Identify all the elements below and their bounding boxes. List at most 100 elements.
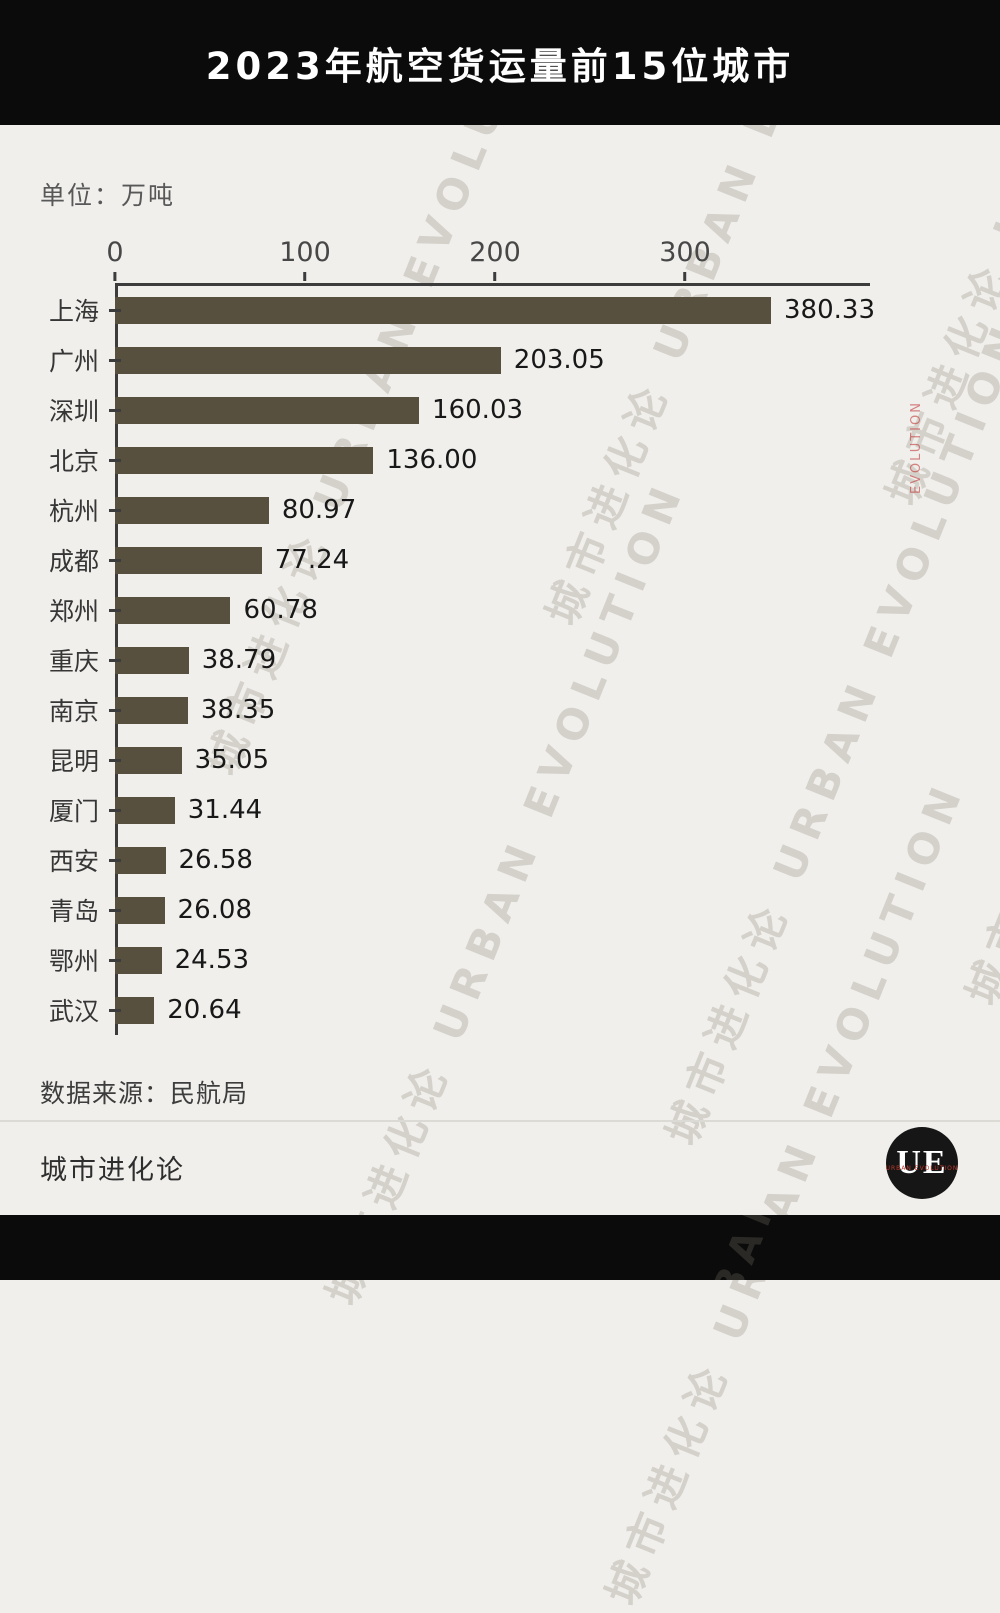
value-label: 80.97 (281, 495, 357, 525)
chart-row: 厦门 31.44 (49, 785, 875, 835)
y-axis-tick-mark (109, 858, 121, 862)
value-label: 203.05 (513, 345, 605, 375)
logo-ue-text: UE (896, 1144, 948, 1181)
x-axis-tick: 300 (659, 237, 711, 281)
brand-logo: UE URBAN EVOLUTION (886, 1127, 958, 1199)
chart-row: 青岛 26.08 (49, 885, 875, 935)
y-axis-tick-mark (109, 708, 121, 712)
watermark-text-dark: 城市进化论 URBAN EVOLUTION (564, 1215, 930, 1280)
bar (115, 696, 188, 724)
chart-row: 深圳 160.03 (49, 385, 875, 435)
x-axis-tick-mark (303, 272, 307, 281)
bar (115, 946, 162, 974)
value-label: 160.03 (432, 395, 524, 425)
value-label: 380.33 (784, 295, 875, 325)
x-axis-tick: 200 (469, 237, 521, 281)
value-label: 136.00 (386, 445, 478, 475)
bar-chart: 0 100 200 300 上海 380.33 广州 203.05 深圳 160.03 北京 136… (49, 237, 875, 1035)
chart-rows: 上海 380.33 广州 203.05 深圳 160.03 北京 136.00 杭州 80.97 成… (49, 283, 875, 1035)
bar (115, 446, 374, 474)
bar (115, 746, 182, 774)
value-label: 38.35 (200, 695, 276, 725)
y-axis-tick-mark (109, 508, 121, 512)
bar (115, 646, 189, 674)
y-axis-tick-mark (109, 758, 121, 762)
x-axis-ticks: 0 100 200 300 (106, 233, 870, 281)
category-label: 昆明 (48, 747, 99, 776)
unit-label: 单位：万吨 (40, 181, 176, 210)
header: 2023年航空货运量前15位城市 (0, 0, 1000, 125)
chart-row: 北京 136.00 (49, 435, 875, 485)
brand-label: 城市进化论 (40, 1155, 185, 1186)
category-label: 武汉 (48, 997, 99, 1026)
watermark-red-text: EVOLUTION (908, 401, 924, 494)
value-label: 77.24 (274, 545, 350, 575)
x-axis-tick-label: 0 (106, 237, 124, 268)
category-label: 厦门 (48, 797, 99, 826)
chart-row: 广州 203.05 (49, 335, 875, 385)
category-label: 郑州 (48, 597, 99, 626)
x-axis-tick-mark (683, 272, 687, 281)
chart-row: 南京 38.35 (49, 685, 875, 735)
chart-row: 杭州 80.97 (49, 485, 875, 535)
data-source-label: 数据来源：民航局 (40, 1079, 249, 1108)
x-axis-tick-label: 100 (279, 237, 331, 268)
value-label: 31.44 (187, 795, 263, 825)
chart-row: 昆明 35.05 (49, 735, 875, 785)
category-label: 北京 (48, 447, 99, 476)
category-label: 杭州 (48, 497, 99, 526)
bar (115, 546, 262, 574)
bar (115, 996, 155, 1024)
value-label: 24.53 (174, 945, 250, 975)
y-axis-tick-mark (109, 458, 121, 462)
x-axis-tick-mark (113, 272, 117, 281)
watermark-text: 城市进化论 URBAN EVOLUTION (957, 172, 1000, 1012)
y-axis-tick-mark (109, 308, 121, 312)
page-title: 2023年航空货运量前15位城市 (205, 44, 795, 88)
y-axis-tick-mark (109, 658, 121, 662)
y-axis-tick-mark (109, 358, 121, 362)
category-label: 深圳 (48, 397, 99, 426)
logo-subtext: URBAN EVOLUTION (885, 1165, 959, 1172)
value-label: 26.08 (177, 895, 252, 925)
category-label: 上海 (48, 297, 99, 326)
value-label: 35.05 (194, 745, 270, 775)
category-label: 重庆 (48, 647, 99, 676)
bar (115, 496, 269, 524)
bar (115, 846, 166, 874)
category-label: 广州 (48, 347, 99, 376)
y-axis-tick-mark (109, 608, 121, 612)
footer-bar: 城市进化论 URBAN EVOLUTION (0, 1215, 1000, 1280)
bar (115, 396, 420, 424)
x-axis-line (115, 283, 870, 286)
bar (115, 346, 501, 374)
y-axis-tick-mark (109, 558, 121, 562)
value-label: 20.64 (167, 995, 242, 1025)
chart-row: 郑州 60.78 (49, 585, 875, 635)
y-axis-tick-mark (109, 808, 121, 812)
chart-row: 成都 77.24 (49, 535, 875, 585)
x-axis-tick: 100 (279, 237, 331, 281)
y-axis-tick-mark (109, 908, 121, 912)
x-axis-tick-label: 300 (659, 237, 711, 268)
x-axis-tick-mark (493, 272, 497, 281)
x-axis-tick: 0 (106, 237, 124, 281)
x-axis-tick-label: 200 (469, 237, 521, 268)
bar (115, 896, 165, 924)
value-label: 38.79 (201, 645, 277, 675)
y-axis-tick-mark (109, 408, 121, 412)
category-label: 青岛 (48, 897, 99, 926)
category-label: 鄂州 (48, 947, 99, 976)
chart-row: 武汉 20.64 (49, 985, 875, 1035)
chart-row: 重庆 38.79 (49, 635, 875, 685)
y-axis-tick-mark (109, 958, 121, 962)
bar (115, 296, 772, 324)
bar (115, 796, 175, 824)
bar (115, 596, 231, 624)
category-label: 西安 (48, 847, 99, 876)
chart-row: 鄂州 24.53 (49, 935, 875, 985)
footer-divider (0, 1120, 1000, 1122)
value-label: 60.78 (243, 595, 318, 625)
category-label: 南京 (48, 697, 99, 726)
chart-row: 西安 26.58 (49, 835, 875, 885)
